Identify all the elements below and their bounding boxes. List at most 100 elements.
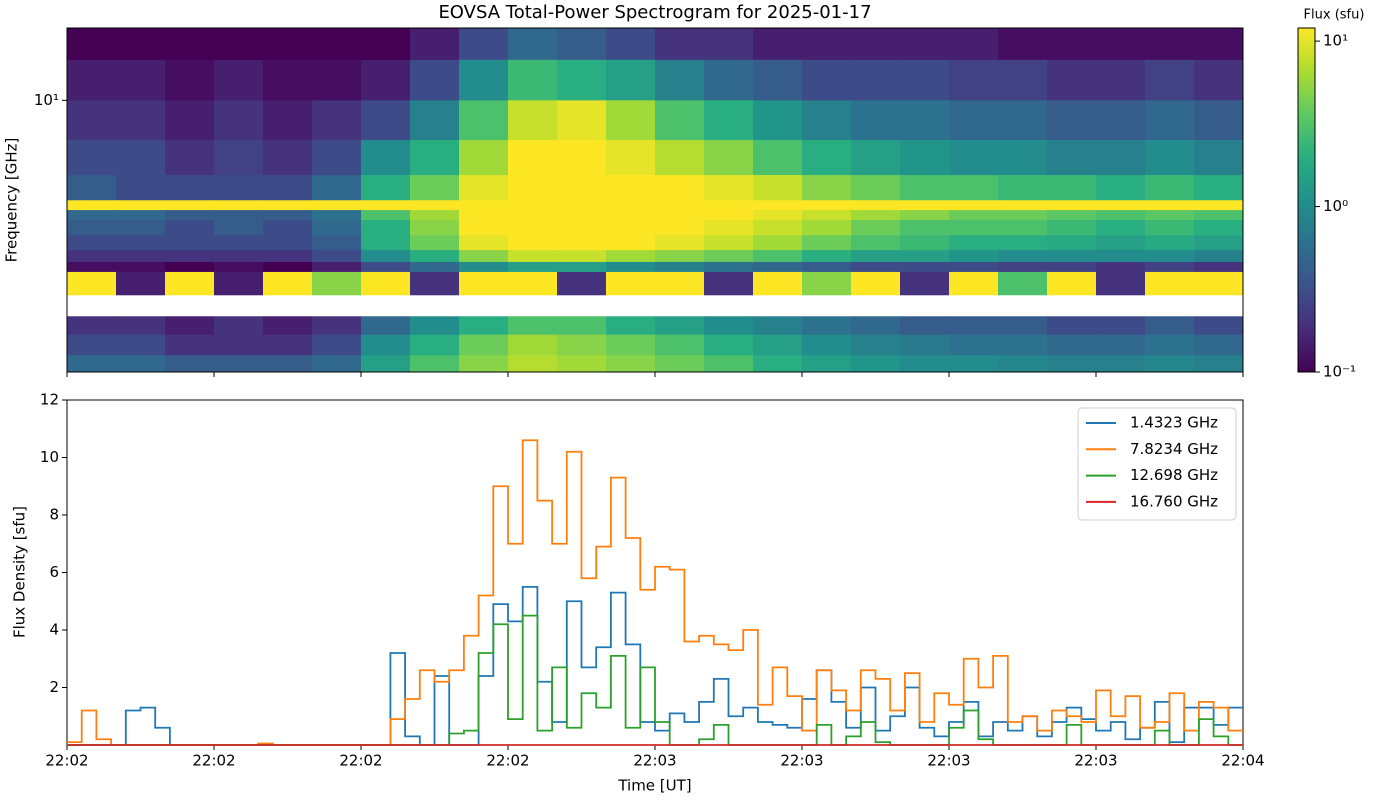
- heat-cell: [802, 100, 852, 141]
- heat-cell: [459, 200, 509, 211]
- heat-cell: [410, 250, 460, 263]
- heat-cell: [1145, 210, 1195, 221]
- heat-cell: [116, 59, 166, 101]
- heat-cell: [949, 235, 999, 251]
- heat-cell: [557, 220, 607, 236]
- heat-cell: [508, 271, 558, 296]
- heat-cell: [459, 210, 509, 221]
- heat-cell: [508, 316, 558, 336]
- heat-cell: [1047, 271, 1097, 296]
- heat-cell: [67, 200, 117, 211]
- heat-cell: [67, 261, 117, 273]
- heat-cell: [508, 28, 558, 61]
- heat-cell: [900, 316, 950, 336]
- legend-label: 16.760 GHz: [1130, 492, 1218, 510]
- heat-cell: [312, 250, 362, 263]
- heat-cell: [1145, 250, 1195, 263]
- heat-cell: [998, 140, 1048, 176]
- heat-cell: [263, 210, 313, 221]
- heat-cell: [410, 100, 460, 141]
- heat-cell: [753, 334, 803, 356]
- heat-cell: [459, 220, 509, 236]
- heat-cell: [410, 235, 460, 251]
- heat-cell: [655, 316, 705, 336]
- heat-cell: [116, 28, 166, 61]
- heat-cell: [900, 210, 950, 221]
- heat-cell: [1096, 100, 1146, 141]
- heat-cell: [900, 261, 950, 273]
- heat-cell: [459, 235, 509, 251]
- heat-cell: [410, 261, 460, 273]
- heat-cell: [410, 200, 460, 211]
- heat-cell: [263, 250, 313, 263]
- heat-cell: [1145, 59, 1195, 101]
- heat-cell: [802, 175, 852, 201]
- heat-cell: [361, 316, 411, 336]
- x-tick-label: 22:03: [927, 752, 970, 770]
- legend-label: 12.698 GHz: [1130, 466, 1218, 484]
- heat-cell: [263, 316, 313, 336]
- heat-cell: [1047, 140, 1097, 176]
- heat-cell: [949, 220, 999, 236]
- heat-cell: [606, 140, 656, 176]
- heat-cell: [165, 316, 215, 336]
- heat-cell: [508, 200, 558, 211]
- heat-cell: [1047, 316, 1097, 336]
- heat-cell: [949, 261, 999, 273]
- heat-cell: [1047, 28, 1097, 61]
- heat-cell: [753, 220, 803, 236]
- heat-cell: [263, 355, 313, 373]
- heat-cell: [998, 210, 1048, 221]
- heat-cell: [1194, 175, 1244, 201]
- colorbar-label: Flux (sfu): [1304, 8, 1365, 23]
- heat-cell: [361, 271, 411, 296]
- heat-cell: [704, 28, 754, 61]
- heat-cell: [459, 334, 509, 356]
- heat-cell: [508, 334, 558, 356]
- heat-cell: [900, 140, 950, 176]
- heat-cell: [655, 100, 705, 141]
- heat-cell: [508, 355, 558, 373]
- heat-cell: [802, 261, 852, 273]
- heat-cell: [606, 210, 656, 221]
- heat-cell: [67, 271, 117, 296]
- heat-cell: [949, 59, 999, 101]
- heat-cell: [1145, 100, 1195, 141]
- heat-cell: [949, 250, 999, 263]
- heat-cell: [1047, 220, 1097, 236]
- heat-cell: [116, 100, 166, 141]
- heat-cell: [1096, 220, 1146, 236]
- heat-cell: [116, 200, 166, 211]
- heat-cell: [410, 140, 460, 176]
- heat-cell: [116, 316, 166, 336]
- heat-cell: [361, 235, 411, 251]
- heat-cell: [214, 200, 264, 211]
- heat-cell: [214, 220, 264, 236]
- heat-cell: [263, 261, 313, 273]
- heat-cell: [312, 261, 362, 273]
- y-tick-label: 10: [40, 448, 59, 466]
- heat-cell: [312, 175, 362, 201]
- x-tick-label: 22:02: [45, 752, 88, 770]
- heat-cell: [214, 28, 264, 61]
- heat-cell: [1047, 334, 1097, 356]
- heat-cell: [410, 316, 460, 336]
- heat-cell: [459, 261, 509, 273]
- heat-cell: [361, 261, 411, 273]
- heat-cell: [557, 316, 607, 336]
- heat-cell: [361, 28, 411, 61]
- heat-cell: [851, 220, 901, 236]
- heat-cell: [1096, 200, 1146, 211]
- heat-cell: [704, 235, 754, 251]
- heat-cell: [753, 28, 803, 61]
- heat-cell: [802, 271, 852, 296]
- heat-cell: [1096, 261, 1146, 273]
- heat-cell: [704, 334, 754, 356]
- heat-cell: [606, 250, 656, 263]
- heat-cell: [606, 334, 656, 356]
- heat-cell: [1096, 175, 1146, 201]
- heat-cell: [165, 140, 215, 176]
- legend-box: [1077, 407, 1237, 521]
- heat-cell: [1047, 175, 1097, 201]
- heat-cell: [1047, 261, 1097, 273]
